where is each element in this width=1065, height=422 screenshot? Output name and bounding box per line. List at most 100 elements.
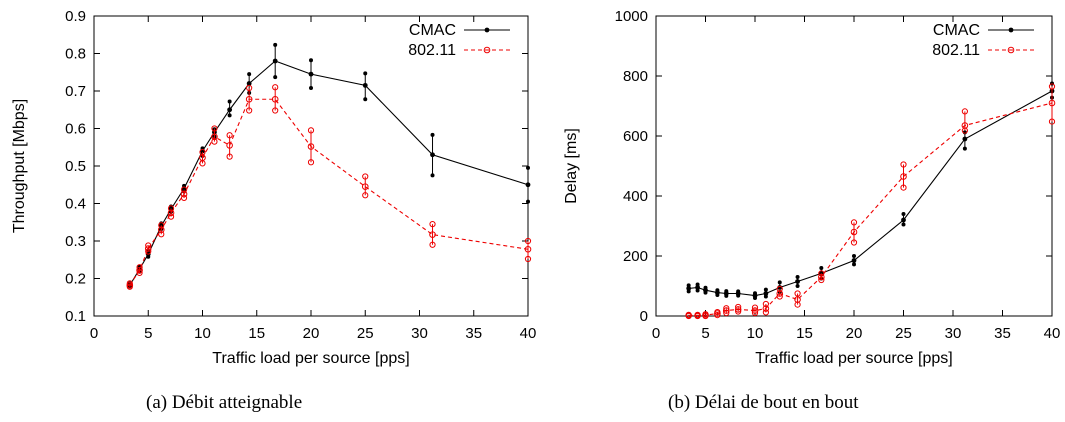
data-point [795, 279, 800, 284]
error-cap-marker [762, 309, 769, 316]
figure: 0 5 10 15 20 25 30 35 40 0.1 0.2 0.3 0.4 0.5 0.6 0.7 0.8… [11, 8, 1060, 367]
y-tick-label: 800 [623, 68, 648, 85]
error-cap-marker [526, 165, 530, 170]
error-cap-marker [145, 242, 152, 249]
data-point [794, 296, 801, 303]
data-point [199, 154, 206, 162]
data-point [180, 190, 188, 198]
data-point [723, 291, 729, 296]
data-point [851, 258, 857, 263]
data-point [271, 95, 279, 103]
error-cap-marker [763, 287, 768, 292]
data-point [734, 306, 742, 313]
y-tick-label: 0.3 [65, 233, 86, 250]
error-cap-marker [526, 199, 530, 204]
error-cap-marker [852, 254, 856, 258]
y-tick-label: 0.1 [65, 308, 86, 325]
error-cap-marker [852, 262, 856, 267]
error-cap-marker [227, 113, 232, 118]
y-tick-label: 0.8 [65, 46, 86, 63]
data-point [308, 71, 314, 77]
x-axis-label: Traffic load per source [pps] [212, 350, 409, 367]
series-line [688, 90, 1053, 297]
error-cap-marker [818, 276, 825, 284]
error-cap-marker [794, 290, 801, 297]
error-cap-marker [363, 71, 368, 76]
x-tick-label: 35 [465, 325, 482, 342]
data-point [126, 281, 134, 289]
x-tick-label: 15 [248, 325, 265, 342]
data-point [361, 183, 369, 190]
series-line [129, 98, 529, 286]
error-cap-marker [735, 303, 742, 311]
plot-frame [655, 15, 1053, 317]
data-point [735, 291, 741, 296]
error-cap-marker [429, 221, 436, 228]
data-point [430, 152, 435, 158]
error-cap-marker [309, 86, 313, 90]
legend: CMAC 802.11 [408, 22, 510, 59]
data-point [762, 305, 770, 312]
x-tick-label: 10 [194, 325, 211, 342]
error-cap-marker [363, 97, 368, 102]
error-cap-marker [272, 107, 279, 114]
error-cap-marker [158, 231, 165, 238]
error-cap-marker [900, 184, 907, 191]
caption-b: (b) Délai de bout en bout [668, 392, 859, 413]
x-tick-label: 10 [747, 325, 764, 342]
error-cap-marker [777, 280, 782, 285]
data-point [226, 142, 233, 149]
data-point [157, 226, 165, 234]
x-tick-label: 20 [303, 325, 320, 342]
data-point [1048, 99, 1056, 107]
y-tick-label: 400 [623, 188, 648, 205]
x-tick-label: 25 [357, 325, 374, 342]
y-tick-label: 1000 [615, 8, 648, 25]
plot-a: 0 5 10 15 20 25 30 35 40 0.1 0.2 0.3 0.4 0.5 0.6 0.7 0.8… [11, 8, 536, 367]
series-80211 [685, 83, 1056, 320]
data-point [722, 307, 730, 314]
y-tick-label: 0 [640, 308, 648, 325]
x-tick-label: 0 [652, 325, 660, 342]
error-cap-marker [819, 266, 824, 270]
data-point [246, 81, 252, 86]
error-cap-marker [430, 132, 435, 137]
data-point [144, 245, 152, 252]
data-point [525, 182, 531, 188]
data-point [962, 136, 968, 142]
y-tick-label: 0.2 [65, 271, 86, 288]
error-cap-marker [751, 304, 759, 311]
x-tick-label: 30 [411, 325, 428, 342]
legend-label: CMAC [409, 22, 456, 39]
y-axis-label: Throughput [Mbps] [11, 99, 28, 233]
data-point [714, 310, 721, 317]
error-cap-marker [900, 161, 907, 168]
data-point [136, 266, 143, 274]
error-cap-marker [247, 72, 252, 77]
error-cap-marker [226, 153, 233, 160]
error-cap-marker [226, 132, 233, 139]
series-line [129, 60, 529, 286]
error-cap-marker [362, 192, 369, 199]
x-tick-label: 25 [895, 325, 912, 342]
error-cap-marker [723, 305, 730, 312]
y-tick-label: 200 [623, 248, 648, 265]
data-point [901, 217, 906, 223]
error-cap-marker [180, 186, 188, 193]
error-cap-marker [901, 212, 906, 216]
y-tick-label: 0.5 [65, 158, 86, 175]
data-point [702, 311, 709, 319]
legend-label: CMAC [933, 22, 980, 39]
x-tick-label: 15 [796, 325, 813, 342]
error-cap-marker [309, 58, 313, 63]
data-point [751, 307, 759, 314]
data-point [524, 245, 532, 253]
data-point [685, 312, 692, 319]
error-cap-marker [167, 213, 175, 220]
error-cap-marker [211, 138, 218, 145]
error-cap-marker [524, 255, 532, 263]
data-point [227, 107, 233, 113]
data-point [686, 286, 692, 291]
legend: CMAC 802.11 [932, 22, 1034, 59]
legend-marker [483, 46, 491, 54]
